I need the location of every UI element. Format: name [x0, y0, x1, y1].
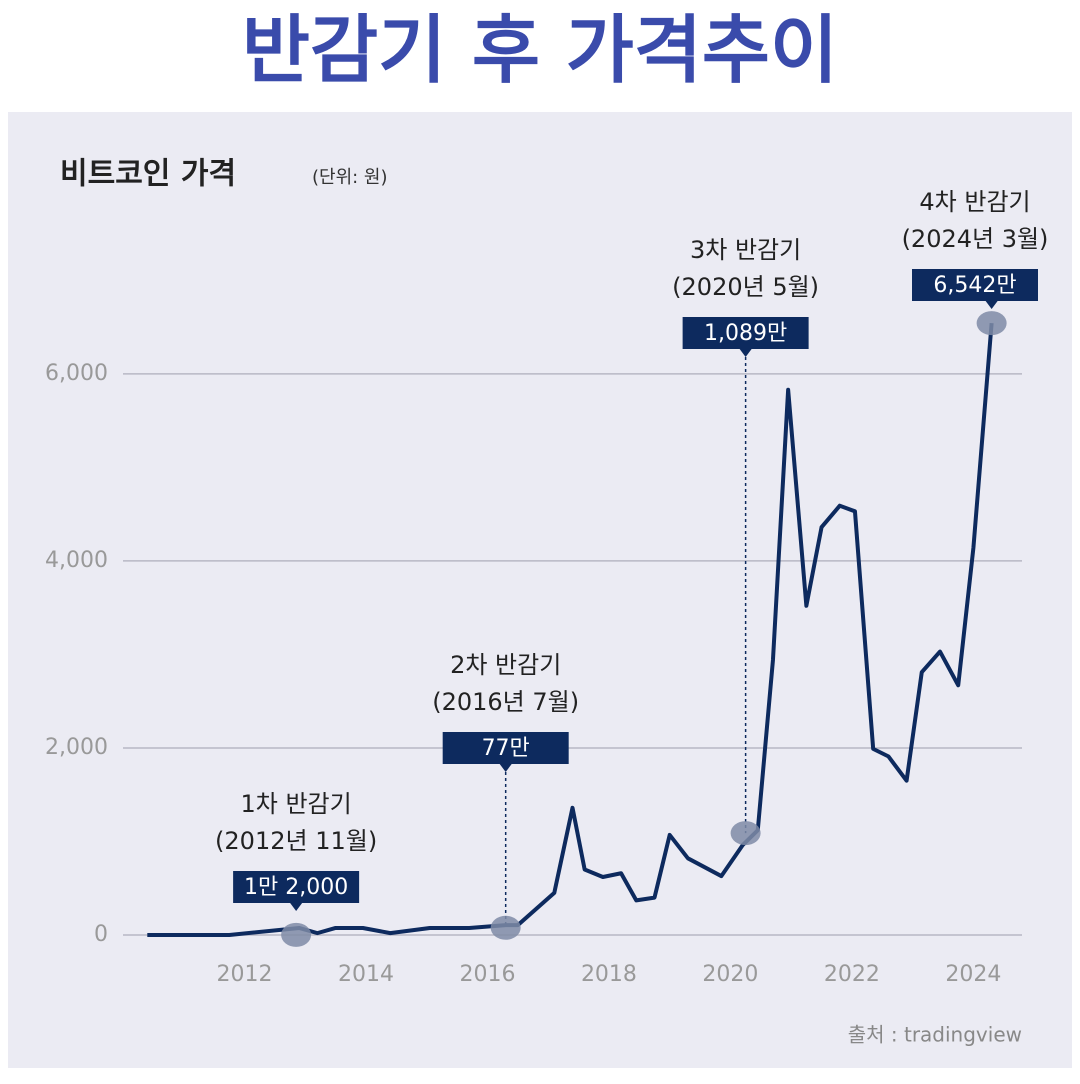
halving-point [281, 922, 312, 947]
halving-label: 4차 반감기 [919, 188, 1030, 216]
value-box [442, 732, 569, 764]
page-title: 반감기 후 가격추이 [242, 8, 838, 94]
x-tick-label: 2024 [945, 962, 1001, 987]
halving-date: (2020년 5월) [672, 273, 819, 301]
source: 출처 : tradingview [848, 1023, 1022, 1047]
value-box-pointer [739, 349, 752, 357]
value-label: 6,542만 [933, 273, 1016, 298]
x-tick-label: 2016 [459, 962, 515, 987]
value-box-pointer [499, 764, 512, 772]
value-box-pointer [985, 301, 998, 309]
y-tick-label: 0 [94, 922, 108, 947]
value-box-pointer [290, 903, 303, 911]
halving-date: (2012년 11월) [215, 827, 377, 855]
halving-label: 1차 반감기 [241, 790, 352, 818]
y-tick-label: 2,000 [45, 735, 108, 760]
value-box [682, 317, 809, 349]
chart-background [8, 112, 1072, 1068]
halving-date: (2024년 3월) [902, 225, 1049, 253]
y-tick-label: 4,000 [45, 548, 108, 573]
value-box [233, 871, 360, 903]
halving-label: 3차 반감기 [690, 236, 801, 264]
halving-date: (2016년 7월) [432, 688, 579, 716]
halving-point [730, 821, 761, 846]
y-tick-label: 6,000 [45, 361, 108, 386]
x-tick-label: 2020 [702, 962, 758, 987]
halving-point [490, 915, 521, 940]
halving-point [976, 311, 1007, 336]
unit-note: (단위: 원) [312, 167, 388, 188]
price-line [147, 322, 994, 937]
value-label: 77만 [482, 736, 530, 761]
x-tick-label: 2014 [338, 962, 394, 987]
value-box [912, 269, 1038, 301]
value-label: 1,089만 [704, 321, 787, 346]
value-label: 1만 2,000 [244, 875, 348, 900]
x-tick-label: 2012 [216, 962, 272, 987]
x-tick-label: 2022 [824, 962, 880, 987]
chart-subtitle: 비트코인 가격 [60, 157, 236, 192]
halving-label: 2차 반감기 [450, 651, 561, 679]
x-tick-label: 2018 [581, 962, 637, 987]
